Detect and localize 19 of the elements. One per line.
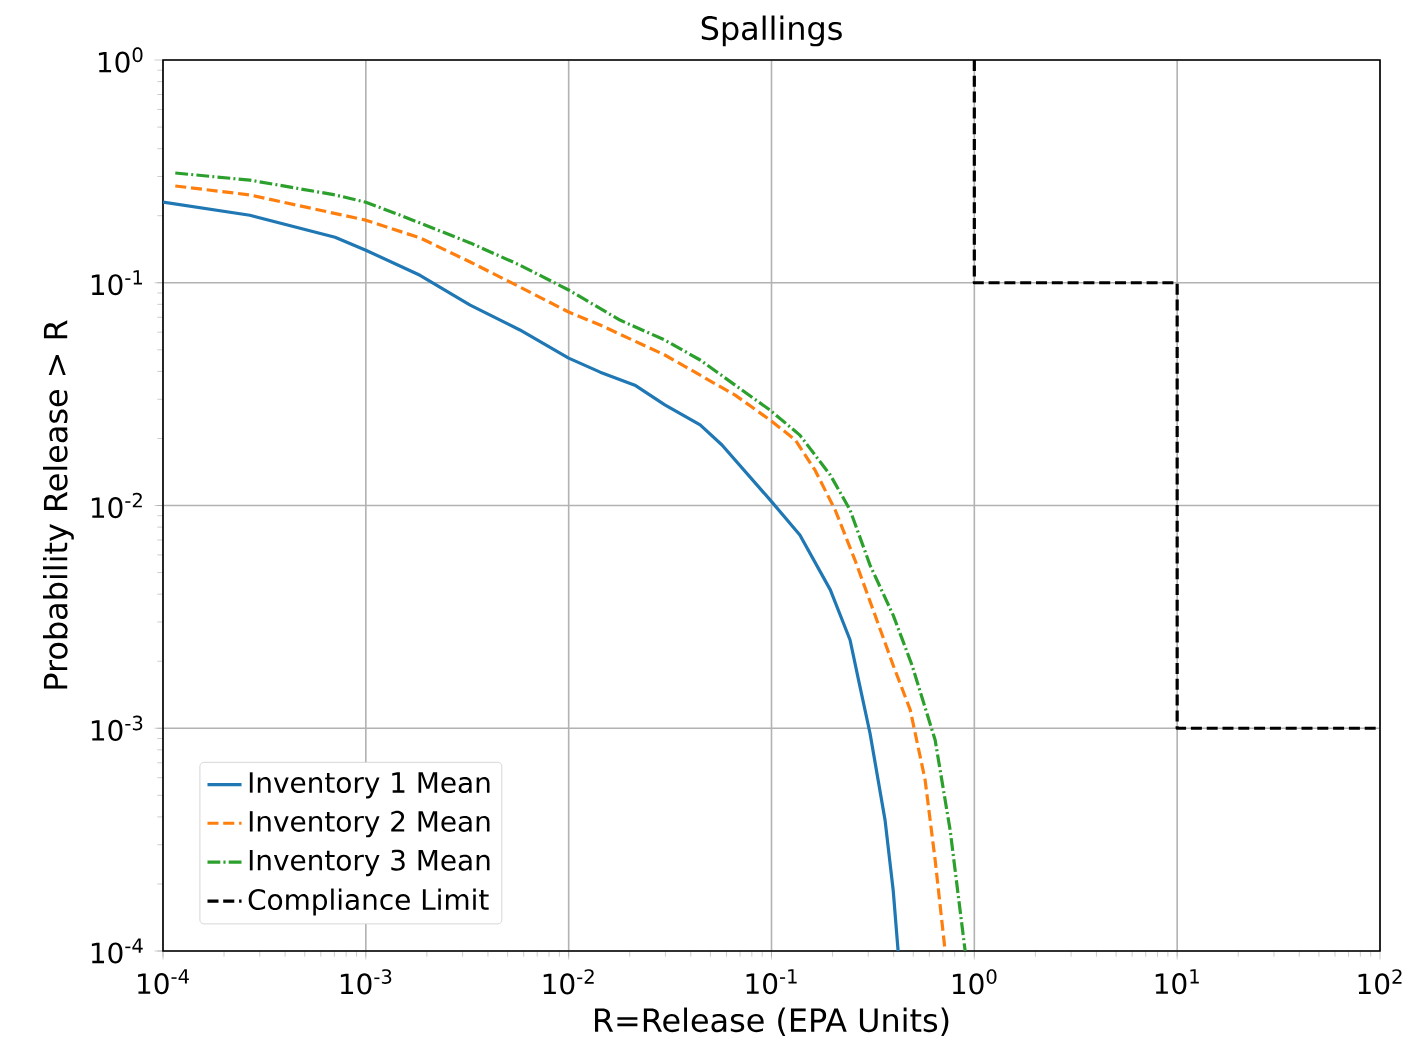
legend-label: Inventory 2 Mean [249,810,490,838]
y-tick-label: 10$^{-4}$ [91,938,143,964]
x-tick-label: 10$^{-4}$ [138,969,189,995]
y-axis-title: Probability Release > R [42,320,74,689]
legend-label: Inventory 3 Mean [249,849,490,877]
legend-label: Compliance Limit [248,888,489,916]
x-tick-label: 10$^{1}$ [1155,969,1199,995]
x-axis-title: R=Release (EPA Units) [595,1007,949,1036]
y-tick-label: 10$^{-3}$ [91,715,143,741]
x-tick-label: 10$^{-1}$ [746,969,797,995]
chart-title: Spallings [701,15,842,47]
x-tick-label: 10$^{0}$ [952,969,997,995]
y-tick-label: 10$^{0}$ [98,47,143,73]
x-tick-label: 10$^{-3}$ [340,969,392,995]
y-tick-label: 10$^{-2}$ [91,492,142,519]
legend-label: Inventory 1 Mean [249,772,490,799]
x-tick-label: 10$^{-2}$ [543,969,594,995]
y-tick-label: 10$^{-1}$ [91,270,143,296]
x-tick-label: 10$^{2}$ [1358,969,1402,995]
